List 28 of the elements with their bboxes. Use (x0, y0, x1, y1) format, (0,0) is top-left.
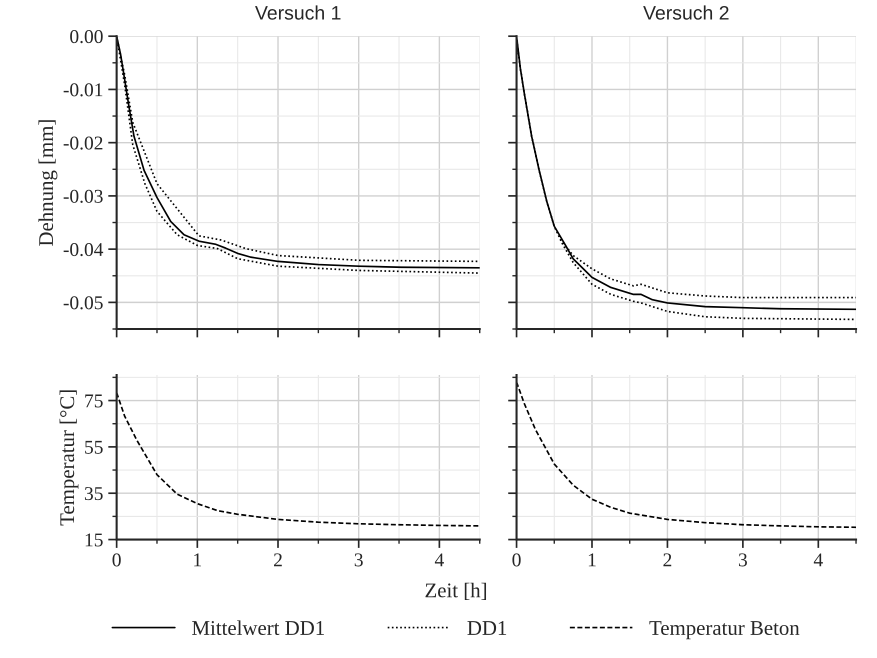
x-tick-label: 3 (354, 553, 363, 566)
y-axis-title: Temperatur [°C] (60, 390, 78, 526)
x-tick-label: 4 (814, 553, 823, 566)
y-tick-label: -0.01 (64, 83, 102, 96)
x-tick-label: 2 (274, 553, 282, 566)
y-tick-label: -0.04 (64, 242, 104, 256)
x-tick-label: 1 (194, 553, 202, 566)
x-tick-label: 4 (434, 553, 444, 566)
x-tick-label: 2 (663, 553, 672, 566)
x-tick-label: 3 (738, 553, 747, 566)
x-tick-label: 0 (112, 553, 121, 566)
chart-title: Versuch 1 (255, 5, 340, 20)
y-tick-label: -0.03 (64, 190, 103, 203)
x-tick-label: 1 (588, 553, 596, 566)
y-tick-label: 15 (86, 533, 103, 546)
y-tick-label: 35 (84, 487, 103, 500)
x-axis-title: Zeit [h] (426, 582, 486, 600)
y-axis-title: Dehnung [mm] (38, 120, 58, 246)
y-tick-label: -0.05 (64, 296, 103, 310)
y-tick-label: -0.02 (64, 136, 102, 150)
legend-label: Temperatur Beton (649, 621, 800, 640)
legend-label: Mittelwert DD1 (192, 620, 324, 636)
y-tick-label: 75 (85, 394, 103, 408)
legend-label: DD1 (467, 621, 506, 635)
y-tick-label: 0.00 (70, 30, 103, 44)
y-tick-label: 55 (85, 440, 103, 454)
x-tick-label: 0 (512, 553, 521, 566)
chart-title: Versuch 2 (643, 5, 729, 20)
